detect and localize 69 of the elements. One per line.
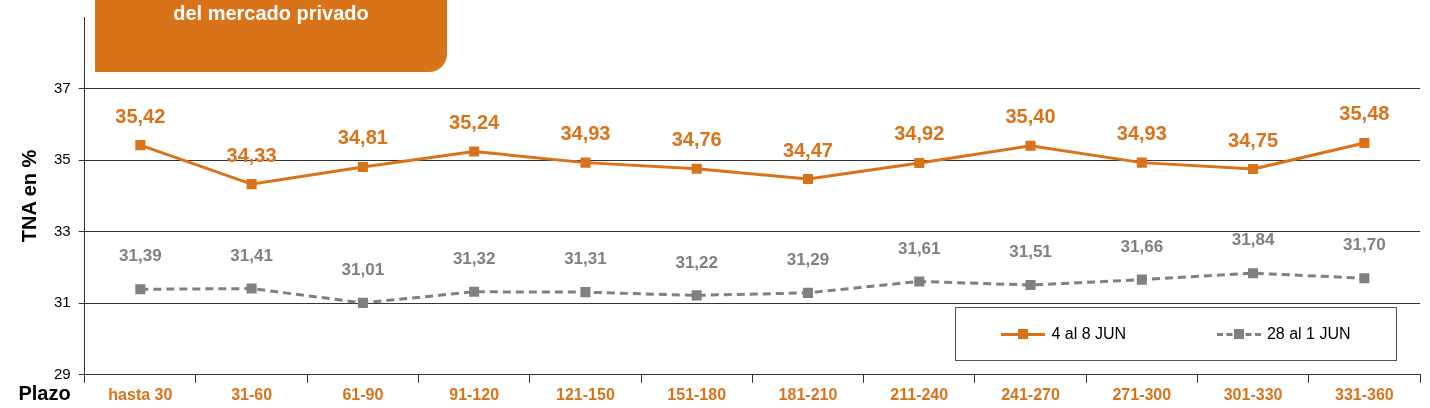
x-tick-label: 211-240 xyxy=(890,385,949,403)
data-label: 35,42 xyxy=(115,104,166,127)
y-tick-label: 33 xyxy=(54,221,71,239)
data-label: 34,47 xyxy=(782,138,834,161)
data-label: 31,29 xyxy=(786,250,830,270)
point xyxy=(580,287,591,298)
point xyxy=(1136,274,1147,285)
x-tick-label: 91-120 xyxy=(449,385,500,403)
y-tick-label: 29 xyxy=(54,364,71,382)
point xyxy=(246,283,257,294)
title-banner: del mercado privado xyxy=(95,0,447,72)
point xyxy=(802,287,814,298)
data-label: 35,48 xyxy=(1339,102,1390,125)
x-tick-label: 331-360 xyxy=(1335,385,1394,403)
x-tick-label: 181-210 xyxy=(778,385,838,403)
data-label: 35,40 xyxy=(1005,105,1056,128)
data-label: 34,93 xyxy=(560,122,611,145)
legend-label: 28 al 1 JUN xyxy=(1266,325,1351,343)
x-tick-label: 301-330 xyxy=(1223,385,1283,403)
point xyxy=(357,161,368,172)
x-tick-label: 151-180 xyxy=(667,385,727,403)
point xyxy=(914,157,925,169)
x-tick-label: 271-300 xyxy=(1112,385,1172,403)
data-label: 31,32 xyxy=(452,248,496,268)
point xyxy=(135,284,146,295)
point xyxy=(469,146,480,157)
x-tick-label: 61-90 xyxy=(342,385,384,403)
data-label: 34,81 xyxy=(337,126,388,149)
point xyxy=(1025,279,1036,291)
y-tick-label: 31 xyxy=(54,293,71,311)
legend-label: 4 al 8 JUN xyxy=(1051,325,1127,343)
data-label: 35,24 xyxy=(449,111,501,134)
point xyxy=(469,286,480,297)
point xyxy=(1025,140,1036,151)
data-label: 31,22 xyxy=(675,252,718,272)
point xyxy=(246,179,257,190)
x-tick-label: 31-60 xyxy=(231,385,273,403)
point xyxy=(1248,164,1259,175)
data-label: 31,70 xyxy=(1343,235,1386,255)
data-label: 31,39 xyxy=(119,246,162,266)
data-label: 34,76 xyxy=(671,128,722,151)
data-label: 34,75 xyxy=(1228,128,1279,151)
data-label: 31,51 xyxy=(1009,242,1052,262)
point xyxy=(1359,273,1370,284)
x-tick-label: 121-150 xyxy=(556,385,615,403)
point xyxy=(357,297,368,308)
point xyxy=(691,163,702,174)
data-label: 31,84 xyxy=(1231,230,1275,250)
point xyxy=(691,290,702,301)
point xyxy=(1248,268,1259,279)
data-label: 31,41 xyxy=(230,245,273,265)
point xyxy=(802,174,814,185)
y-axis-title: TNA en % xyxy=(17,149,40,243)
data-label: 31,31 xyxy=(564,249,607,269)
x-axis-title: Plazo xyxy=(18,382,71,405)
data-label: 34,92 xyxy=(894,122,945,145)
point xyxy=(580,157,591,168)
y-tick-label: 35 xyxy=(54,150,71,168)
x-tick-label: hasta 30 xyxy=(108,385,173,403)
data-label: 34,93 xyxy=(1116,122,1167,145)
data-label: 31,61 xyxy=(897,238,941,258)
y-tick-label: 37 xyxy=(54,78,71,96)
data-label: 31,01 xyxy=(341,260,385,280)
point xyxy=(135,140,146,151)
point xyxy=(914,276,925,287)
point xyxy=(1136,157,1147,168)
data-label: 31,66 xyxy=(1120,236,1164,256)
x-tick-label: 241-270 xyxy=(1001,385,1060,403)
point xyxy=(1359,137,1370,148)
